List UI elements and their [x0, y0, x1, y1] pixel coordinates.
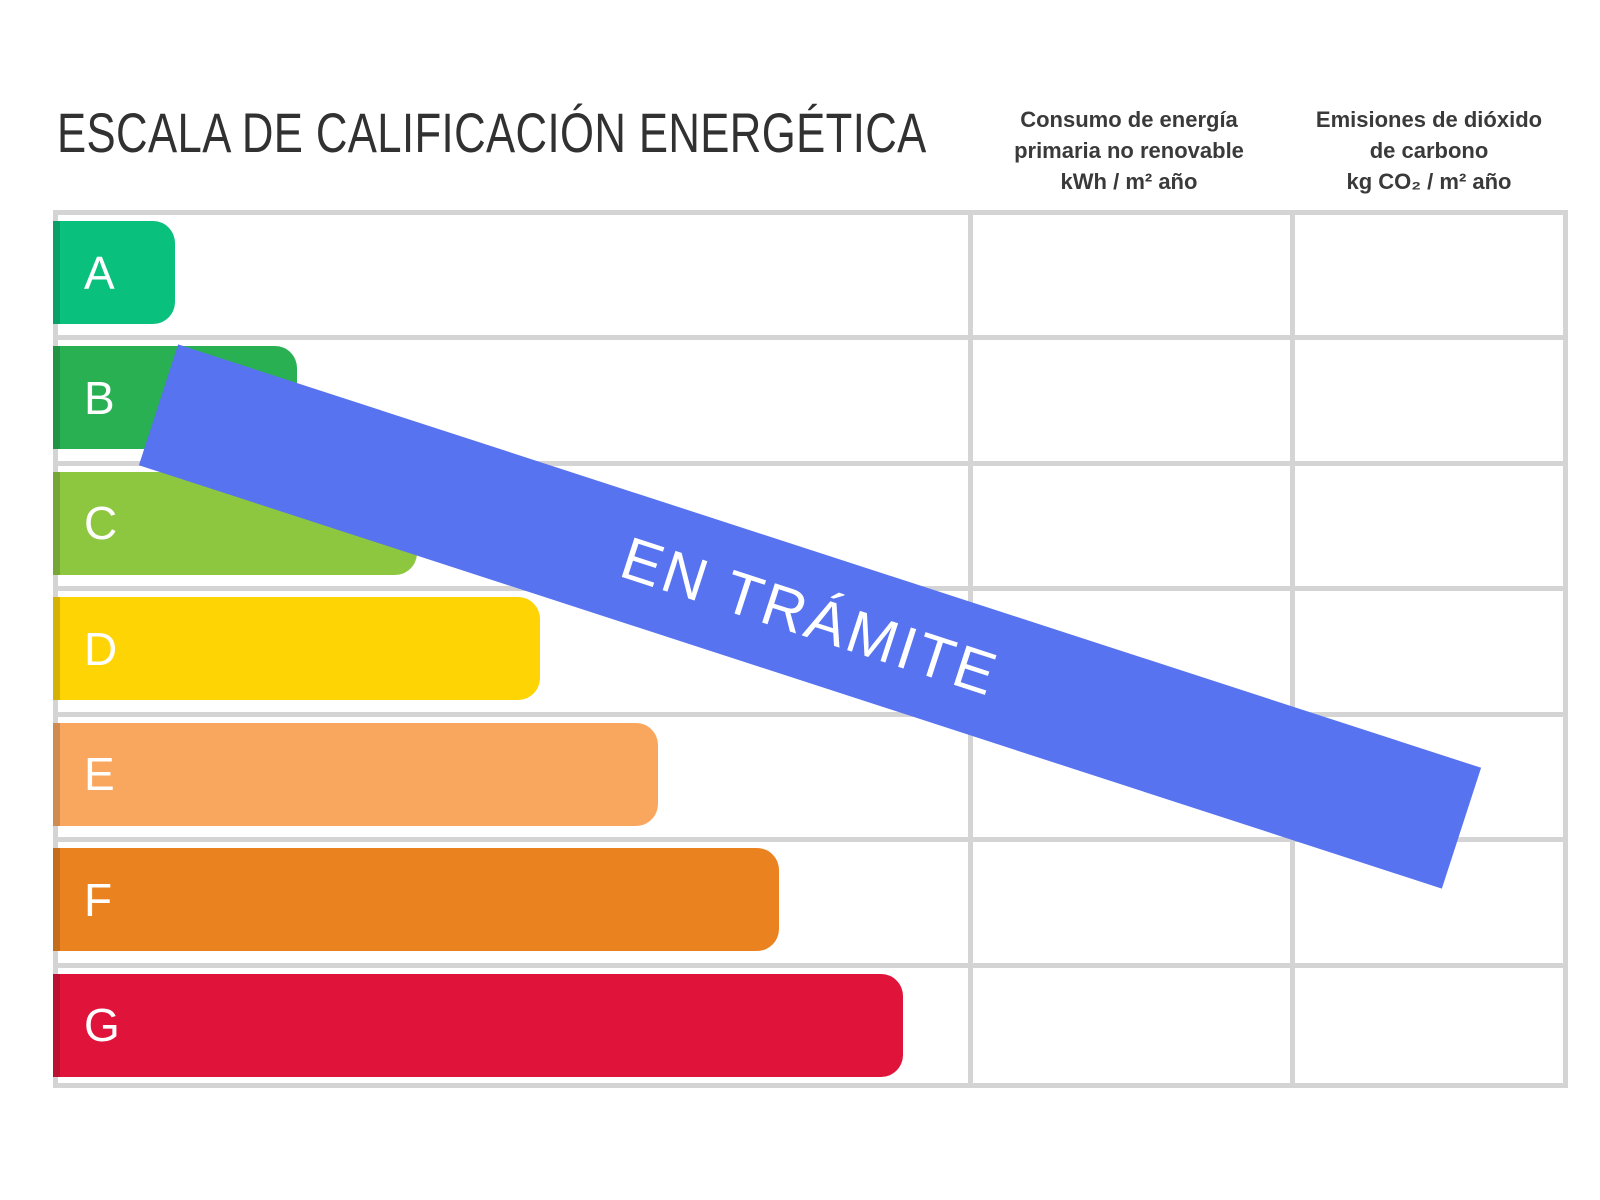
grid-line-row-6 [58, 963, 1563, 968]
page-title: ESCALA DE CALIFICACIÓN ENERGÉTICA [57, 101, 927, 164]
grid-line-row-2 [58, 461, 1563, 466]
rating-letter: F [84, 873, 113, 926]
rating-bar-a: A [53, 221, 175, 324]
grid-line-row-4 [58, 712, 1563, 717]
rating-bar-g: G [53, 973, 903, 1077]
column-header-emissions: Emisiones de dióxido de carbono kg CO₂ /… [1290, 104, 1568, 197]
grid-line-vertical-emissions [1290, 215, 1295, 1083]
emissions-header-line3: kg CO₂ / m² año [1346, 169, 1512, 194]
rating-bar-f: F [53, 848, 779, 952]
grid-line-row-5 [58, 837, 1563, 842]
rating-letter: B [84, 371, 115, 424]
rating-bar-d: D [53, 597, 540, 701]
rating-bar-e: E [53, 722, 658, 826]
rating-letter: D [84, 622, 118, 675]
emissions-header-line1: Emisiones de dióxido [1315, 107, 1543, 132]
column-header-consumption: Consumo de energía primaria no renovable… [968, 104, 1290, 197]
consumption-header-line2: primaria no renovable [1014, 138, 1244, 163]
rating-letter: E [84, 748, 115, 801]
emissions-header-line2: de carbono [1369, 138, 1489, 163]
rating-letter: A [84, 246, 115, 299]
rating-letter: C [84, 497, 118, 550]
consumption-header-line3: kWh / m² año [1060, 169, 1198, 194]
rating-letter: G [84, 999, 120, 1052]
grid-line-row-1 [58, 335, 1563, 340]
consumption-header-line1: Consumo de energía [1020, 107, 1238, 132]
